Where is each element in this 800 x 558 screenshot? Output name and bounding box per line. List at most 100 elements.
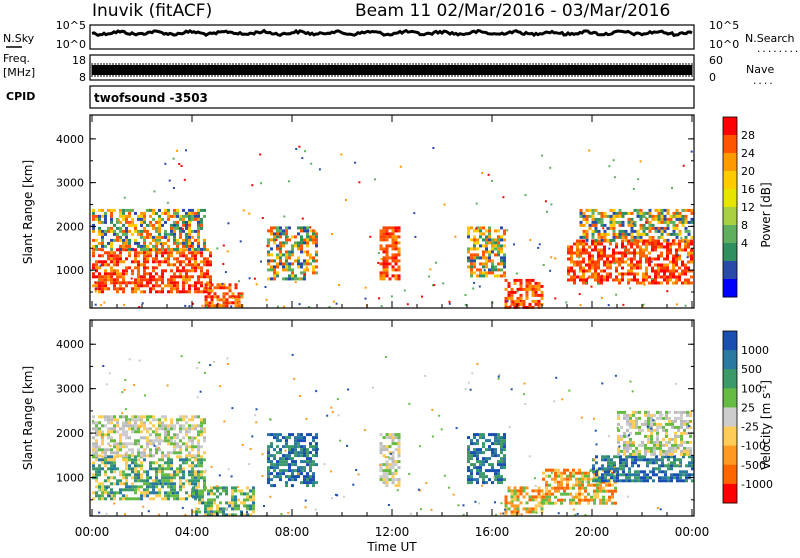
echo-cell <box>167 254 170 258</box>
echo-speckle <box>511 500 514 503</box>
echo-cell <box>678 245 681 249</box>
echo-cell <box>666 263 669 267</box>
echo-cell <box>479 448 482 452</box>
echo-cell <box>276 226 279 230</box>
echo-cell <box>582 245 585 249</box>
echo-cell <box>170 232 173 236</box>
echo-cell <box>237 489 240 493</box>
echo-cell <box>621 278 624 282</box>
echo-cell <box>146 418 149 422</box>
echo-cell <box>594 208 598 212</box>
echo-cell <box>146 229 149 233</box>
echo-cell <box>587 498 590 502</box>
echo-cell <box>382 247 386 251</box>
echo-speckle <box>418 445 421 448</box>
freq-left-tick-bottom: 8 <box>79 71 86 84</box>
echo-cell <box>300 433 303 437</box>
echo-cell <box>164 473 167 477</box>
echo-cell <box>595 461 598 465</box>
echo-cell <box>312 475 315 479</box>
echo-cell <box>620 410 623 414</box>
echo-cell <box>651 235 655 239</box>
echo-speckle <box>248 277 251 280</box>
echo-cell <box>467 448 470 452</box>
echo-cell <box>191 217 194 221</box>
echo-cell <box>633 220 637 224</box>
echo-cell <box>188 451 191 455</box>
echo-cell <box>537 501 541 505</box>
echo-cell <box>630 226 634 230</box>
echo-cell <box>210 507 213 511</box>
echo-cell <box>152 482 155 486</box>
echo-cell <box>617 428 620 432</box>
echo-cell <box>309 229 312 233</box>
echo-cell <box>312 448 315 452</box>
echo-cell <box>128 211 131 215</box>
echo-cell <box>587 501 590 505</box>
echo-cell <box>476 433 479 437</box>
echo-speckle <box>213 361 216 363</box>
echo-speckle <box>504 508 507 511</box>
echo-speckle <box>142 505 145 508</box>
x-tick-label: 12:00 <box>375 525 410 539</box>
echo-cell <box>303 466 306 470</box>
echo-cell <box>98 272 101 276</box>
echo-cell <box>382 262 386 266</box>
echo-cell <box>116 482 119 486</box>
echo-cell <box>630 263 633 267</box>
echo-cell <box>134 488 137 492</box>
echo-cell <box>470 253 473 257</box>
echo-cell <box>644 422 647 426</box>
echo-cell <box>200 217 203 221</box>
echo-cell <box>164 418 167 422</box>
echo-cell <box>643 473 646 477</box>
echo-cell <box>497 244 500 248</box>
echo-cell <box>650 422 653 426</box>
echo-cell <box>627 223 631 227</box>
echo-cell <box>675 275 678 279</box>
echo-cell <box>579 208 583 212</box>
echo-speckle <box>506 229 509 232</box>
echo-cell <box>173 476 176 480</box>
echo-cell <box>134 439 137 443</box>
echo-cell <box>173 229 176 233</box>
echo-cell <box>312 484 315 488</box>
echo-cell <box>627 211 631 215</box>
echo-cell <box>125 244 128 248</box>
echo-cell <box>470 268 473 272</box>
echo-cell <box>131 467 134 471</box>
echo-cell <box>312 265 315 269</box>
echo-cell <box>149 448 152 452</box>
echo-cell <box>104 229 107 233</box>
echo-cell <box>584 486 587 490</box>
echo-cell <box>485 475 488 479</box>
echo-cell <box>567 278 570 282</box>
echo-cell <box>630 257 633 261</box>
echo-cell <box>607 479 610 483</box>
echo-cell <box>664 470 667 474</box>
echo-cell <box>603 275 606 279</box>
echo-cell <box>630 232 634 236</box>
echo-cell <box>525 290 529 294</box>
echo-cell <box>288 250 291 254</box>
echo-cell <box>672 242 675 246</box>
echo-cell <box>669 248 672 252</box>
echo-cell <box>285 436 288 440</box>
echo-cell <box>149 275 152 279</box>
echo-cell <box>122 238 125 242</box>
echo-cell <box>176 436 179 440</box>
echo-cell <box>630 269 633 273</box>
echo-cell <box>309 460 312 464</box>
echo-cell <box>116 272 119 276</box>
echo-cell <box>125 458 128 462</box>
echo-cell <box>516 513 520 517</box>
echo-cell <box>149 482 152 486</box>
echo-cell <box>185 232 188 236</box>
echo-cell <box>203 244 206 248</box>
echo-cell <box>615 242 618 246</box>
echo-cell <box>306 244 309 248</box>
echo-cell <box>651 214 655 218</box>
echo-cell <box>285 469 288 473</box>
echo-cell <box>167 461 170 465</box>
echo-cell <box>470 475 473 479</box>
